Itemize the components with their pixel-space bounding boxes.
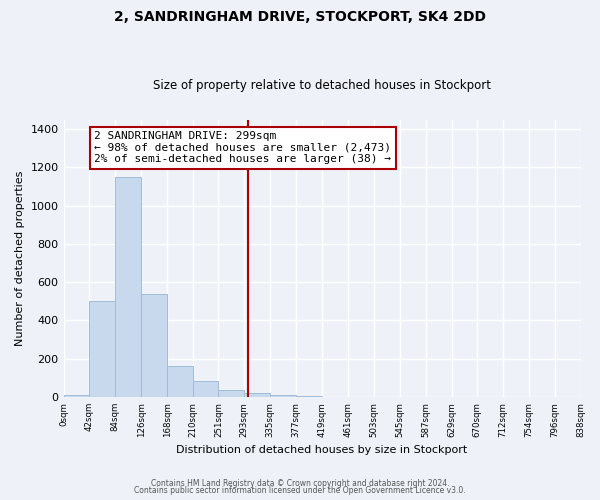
Bar	[167, 366, 193, 397]
Text: Contains public sector information licensed under the Open Government Licence v3: Contains public sector information licen…	[134, 486, 466, 495]
Bar	[141, 294, 167, 397]
Text: 2, SANDRINGHAM DRIVE, STOCKPORT, SK4 2DD: 2, SANDRINGHAM DRIVE, STOCKPORT, SK4 2DD	[114, 10, 486, 24]
Bar	[89, 302, 115, 397]
Bar	[296, 396, 322, 397]
Bar	[115, 177, 141, 397]
Y-axis label: Number of detached properties: Number of detached properties	[15, 170, 25, 346]
Bar	[244, 393, 270, 397]
Title: Size of property relative to detached houses in Stockport: Size of property relative to detached ho…	[153, 79, 491, 92]
Text: 2 SANDRINGHAM DRIVE: 299sqm
← 98% of detached houses are smaller (2,473)
2% of s: 2 SANDRINGHAM DRIVE: 299sqm ← 98% of det…	[94, 131, 391, 164]
X-axis label: Distribution of detached houses by size in Stockport: Distribution of detached houses by size …	[176, 445, 467, 455]
Text: Contains HM Land Registry data © Crown copyright and database right 2024.: Contains HM Land Registry data © Crown c…	[151, 478, 449, 488]
Bar	[193, 380, 218, 397]
Bar	[270, 395, 296, 397]
Bar	[218, 390, 244, 397]
Bar	[64, 395, 89, 397]
